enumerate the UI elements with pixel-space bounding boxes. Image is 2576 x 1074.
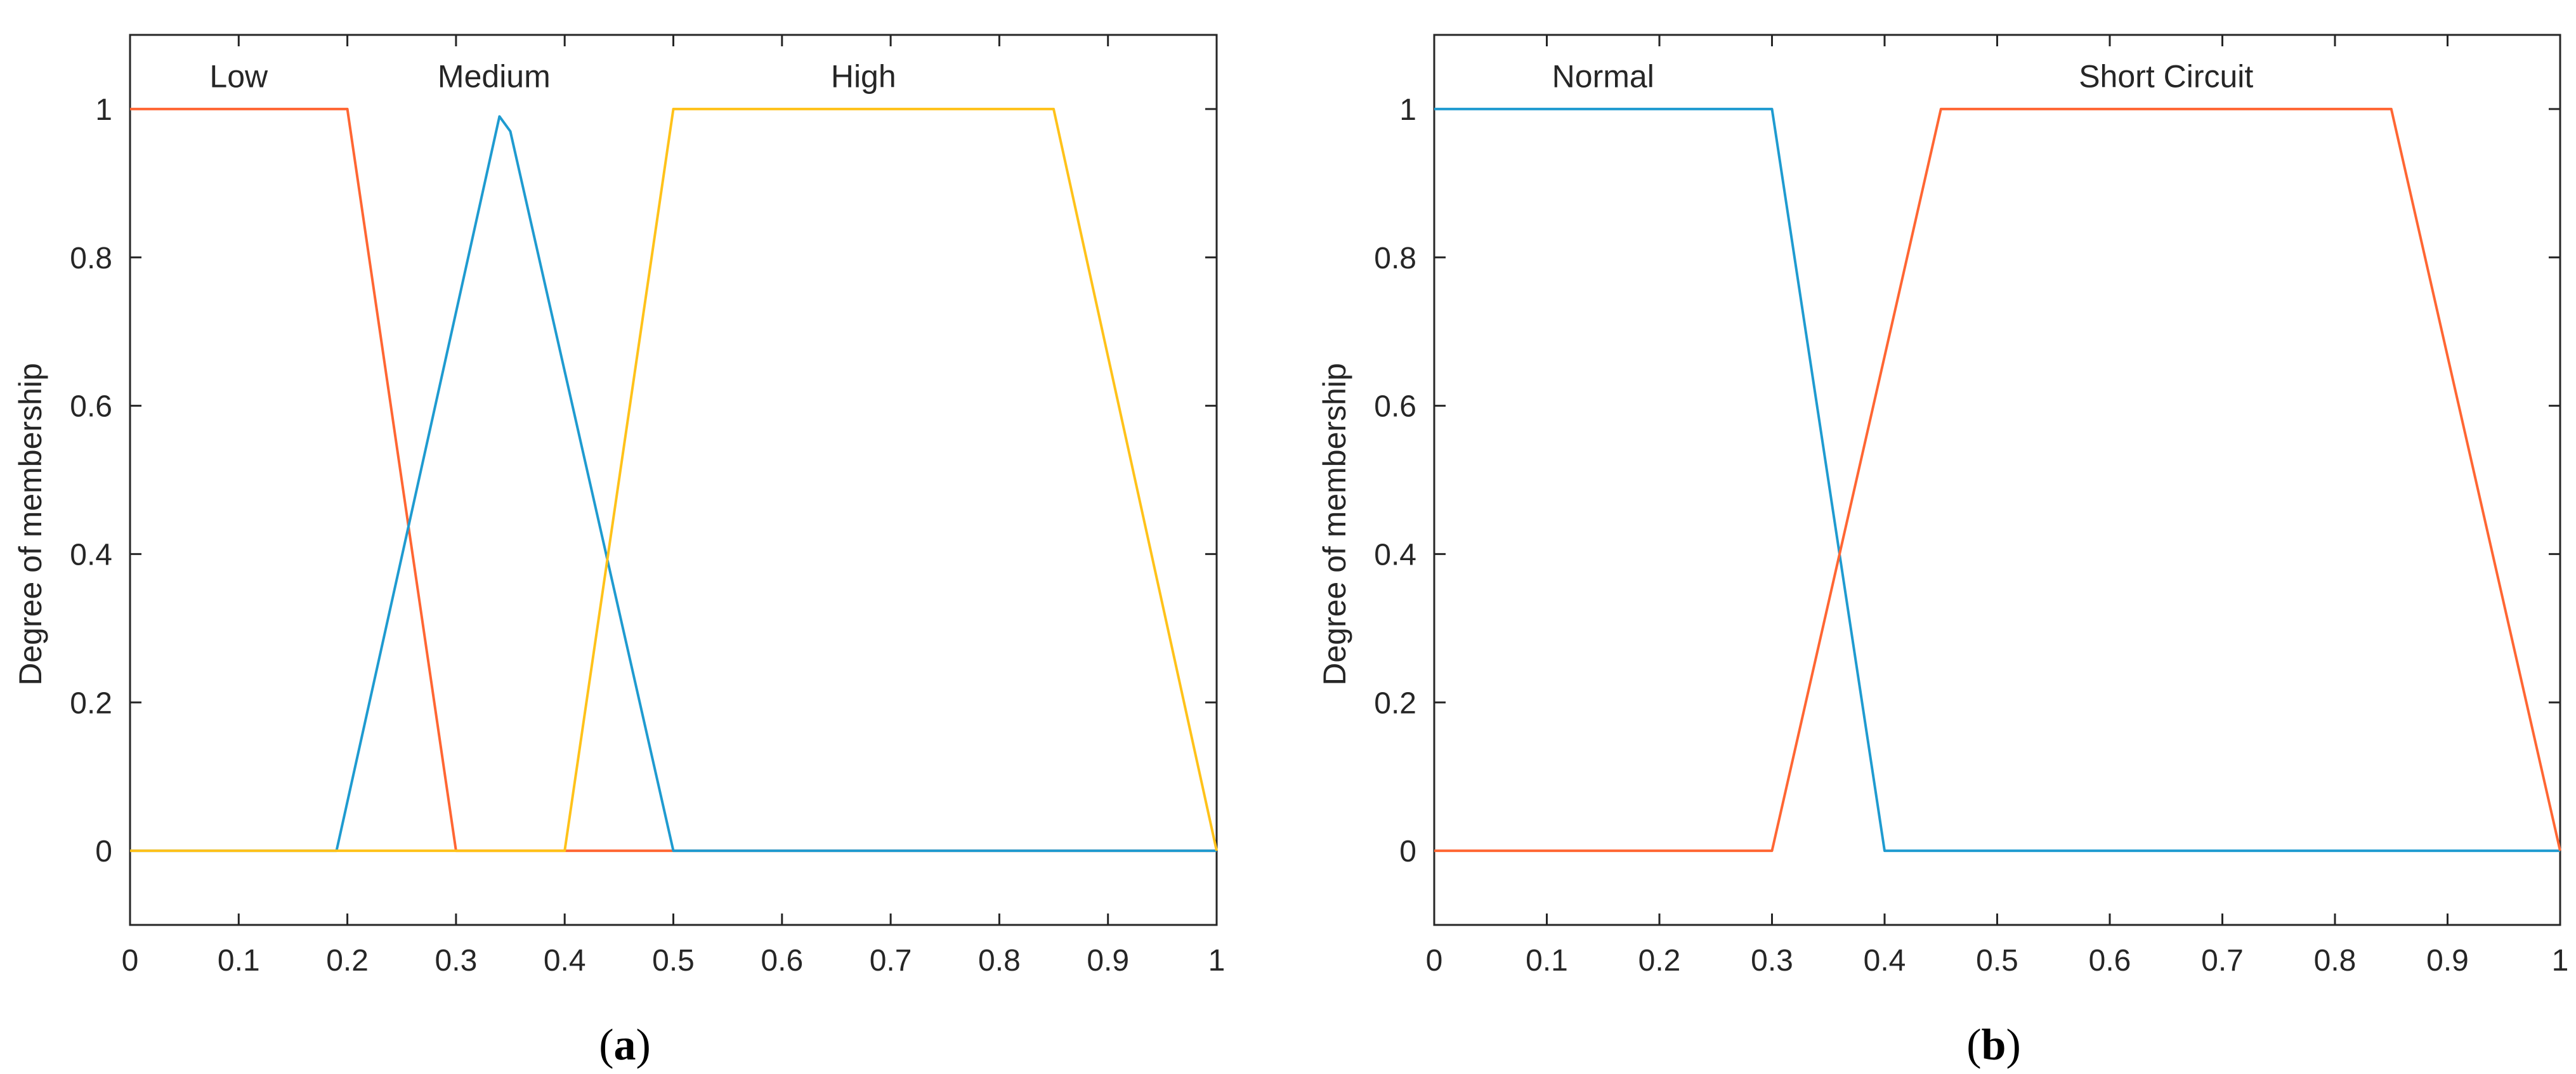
series-label: Medium (438, 58, 551, 94)
x-tick-label: 0.5 (1976, 944, 2018, 978)
series-label: Low (209, 58, 268, 94)
series-line-high (130, 107, 1218, 853)
series-line-medium (130, 115, 1217, 853)
x-tick-label: 0.4 (1864, 944, 1906, 978)
panel-a-chart: 0 0.1 0.2 0.3 0.4 0.5 0.6 0.7 0.8 0.9 1 0 0.2 0.4 0.6 0… (13, 34, 1226, 1070)
panel-b-chart: 0 0.1 0.2 0.3 0.4 0.5 0.6 0.7 0.8 0.9 1 0 0.2 0.4 0.6 0… (1317, 34, 2569, 1070)
series-line-short-circuit (1434, 107, 2561, 853)
y-tick-label: 0 (95, 835, 112, 868)
x-tick-label: 0 (122, 944, 139, 978)
y-tick-label: 1 (1399, 93, 1416, 127)
x-tick-label: 0.1 (1526, 944, 1568, 978)
y-tick-label: 0.8 (70, 242, 112, 275)
x-tick-label: 0.7 (870, 944, 912, 978)
x-tick-label: 0.8 (2314, 944, 2357, 978)
y-tick-label: 1 (95, 93, 112, 127)
series-label: High (831, 58, 896, 94)
panel-caption: (a) (599, 1021, 651, 1070)
x-tick-label: 1 (1208, 944, 1226, 978)
y-tick-label: 0.6 (1374, 390, 1416, 424)
y-tick-label: 0.4 (1374, 538, 1416, 572)
panel-caption: (b) (1966, 1021, 2021, 1070)
series-label: Short Circuit (2079, 58, 2253, 94)
x-tick-label: 0.9 (1087, 944, 1129, 978)
y-tick-label: 0.6 (70, 390, 112, 424)
x-tick-label: 0.9 (2426, 944, 2469, 978)
y-tick-label: 0.2 (1374, 686, 1416, 720)
y-tick-label: 0 (1399, 835, 1416, 868)
y-axis-label: Degree of membership (1317, 363, 1352, 686)
series-line-low (130, 107, 1217, 853)
series-line-normal (1434, 107, 2560, 853)
y-tick-label: 0.4 (70, 538, 112, 572)
x-tick-label: 0.1 (218, 944, 260, 978)
x-tick-label: 0.6 (761, 944, 803, 978)
x-tick-label: 0.5 (652, 944, 695, 978)
plot-frame (129, 34, 1218, 926)
x-tick-label: 0 (1426, 944, 1443, 978)
series-label: Normal (1552, 58, 1654, 94)
x-tick-label: 0.3 (1751, 944, 1793, 978)
panel-caption-letter: a (614, 1021, 636, 1070)
y-tick-label: 0.2 (70, 686, 112, 720)
x-tick-label: 0.7 (2201, 944, 2244, 978)
x-tick-label: 0.2 (1638, 944, 1681, 978)
panel-caption-letter: b (1982, 1021, 2006, 1070)
x-tick-label: 0.4 (544, 944, 586, 978)
plot-frame (1433, 34, 2561, 926)
y-tick-label: 0.8 (1374, 242, 1416, 275)
x-tick-label: 0.2 (326, 944, 369, 978)
y-axis-label: Degree of membership (13, 363, 48, 686)
x-tick-label: 1 (2552, 944, 2569, 978)
x-tick-label: 0.6 (2089, 944, 2131, 978)
x-tick-label: 0.8 (978, 944, 1021, 978)
x-tick-label: 0.3 (435, 944, 478, 978)
